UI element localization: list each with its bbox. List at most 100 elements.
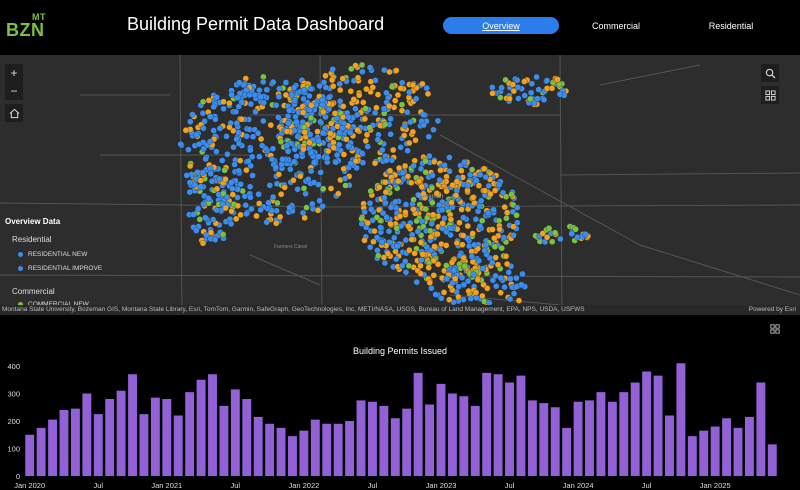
permit-point	[211, 236, 219, 243]
permit-point	[248, 205, 255, 213]
chart-bar	[676, 363, 686, 476]
permit-point	[399, 169, 407, 177]
tab-commercial[interactable]: Commercial	[591, 20, 640, 31]
zoom-in-button[interactable]: +	[5, 64, 23, 82]
permit-point	[487, 190, 494, 198]
permit-point	[319, 96, 326, 104]
permit-point	[443, 262, 450, 269]
permit-point	[362, 105, 369, 112]
permit-point	[207, 229, 215, 236]
permit-point	[456, 219, 463, 226]
permit-point	[419, 251, 426, 258]
search-button[interactable]	[761, 64, 779, 82]
permit-point	[300, 185, 308, 192]
chart-bar	[493, 374, 503, 476]
permit-point	[405, 223, 412, 230]
permit-point	[356, 92, 363, 99]
zoom-out-button[interactable]: −	[5, 82, 23, 100]
legend-title: Overview Data	[5, 217, 61, 226]
permit-point	[527, 89, 535, 96]
permit-point	[306, 139, 313, 146]
permit-point	[326, 94, 333, 101]
permit-point	[469, 230, 476, 237]
permit-point	[428, 285, 435, 292]
permit-point	[404, 173, 412, 180]
permit-point	[335, 190, 342, 197]
permit-point	[461, 158, 468, 166]
permit-point	[391, 234, 398, 241]
permit-point	[500, 234, 508, 241]
permit-point	[392, 198, 399, 206]
home-button[interactable]	[5, 104, 23, 122]
tab-residential[interactable]: Residential	[708, 20, 754, 31]
permit-point	[381, 259, 389, 267]
permit-point	[471, 241, 478, 249]
permit-point	[307, 85, 315, 93]
map-view[interactable]: Farmers Canal Bozeman + − Overview Data …	[0, 55, 800, 315]
permit-point	[206, 138, 214, 145]
chart-bar	[459, 396, 469, 476]
permit-point	[233, 120, 240, 127]
permit-point	[381, 194, 388, 201]
panel-options-icon[interactable]	[770, 324, 780, 334]
permit-point	[328, 76, 336, 84]
permit-point	[479, 265, 487, 272]
permit-point	[358, 150, 366, 157]
permit-point	[205, 97, 213, 104]
permit-point	[533, 73, 540, 81]
permit-point	[361, 237, 368, 244]
chart-bar	[447, 393, 457, 476]
permit-point	[207, 170, 214, 177]
x-tick-label: Jan 2022	[288, 481, 319, 490]
permit-point	[513, 274, 520, 282]
permit-point	[307, 114, 315, 122]
powered-by-esri-link[interactable]: Powered by Esri	[748, 306, 796, 313]
permit-point	[430, 272, 437, 279]
permit-point	[545, 225, 553, 232]
permit-point	[222, 176, 229, 183]
permit-point	[582, 231, 589, 238]
search-icon	[765, 68, 776, 79]
permit-point	[464, 222, 471, 230]
permit-point	[384, 250, 392, 257]
permit-point	[366, 64, 374, 71]
tab-overview[interactable]: Overview	[443, 17, 559, 34]
permit-point	[290, 177, 297, 184]
permit-point	[234, 202, 241, 209]
permit-point	[514, 76, 521, 84]
permit-point	[480, 165, 488, 172]
permit-point	[285, 120, 292, 127]
permit-point	[422, 158, 429, 165]
permit-point	[213, 94, 220, 101]
permit-point	[254, 130, 262, 137]
permit-point	[482, 241, 490, 249]
permit-point	[439, 220, 446, 227]
x-tick-label: Jul	[642, 481, 652, 490]
permit-point	[340, 103, 347, 110]
permit-point	[200, 125, 207, 132]
header: MT BZN Building Permit Data Dashboard Ov…	[0, 0, 800, 55]
permit-point	[495, 181, 503, 188]
chart-bar	[150, 397, 160, 477]
permit-point	[283, 128, 291, 135]
permit-point	[489, 90, 496, 97]
permit-point	[521, 92, 528, 99]
permit-point	[392, 97, 399, 104]
permit-point	[276, 213, 284, 221]
map-label-bozeman: Bozeman	[418, 194, 443, 200]
permit-point	[361, 208, 368, 216]
permit-point	[446, 154, 453, 161]
chart-bar	[116, 390, 126, 476]
permit-point	[428, 220, 435, 227]
bzn-logo: MT BZN	[6, 10, 48, 44]
permit-point	[199, 169, 207, 176]
basemap-gallery-icon	[764, 89, 776, 101]
chart-bar	[630, 382, 640, 476]
permit-point	[502, 76, 509, 84]
permit-point	[297, 173, 304, 180]
chart-title: Building Permits Issued	[352, 346, 448, 356]
permit-point	[210, 103, 217, 111]
permit-point	[319, 203, 326, 210]
permit-point	[282, 79, 290, 86]
basemap-gallery-button[interactable]	[761, 86, 779, 104]
